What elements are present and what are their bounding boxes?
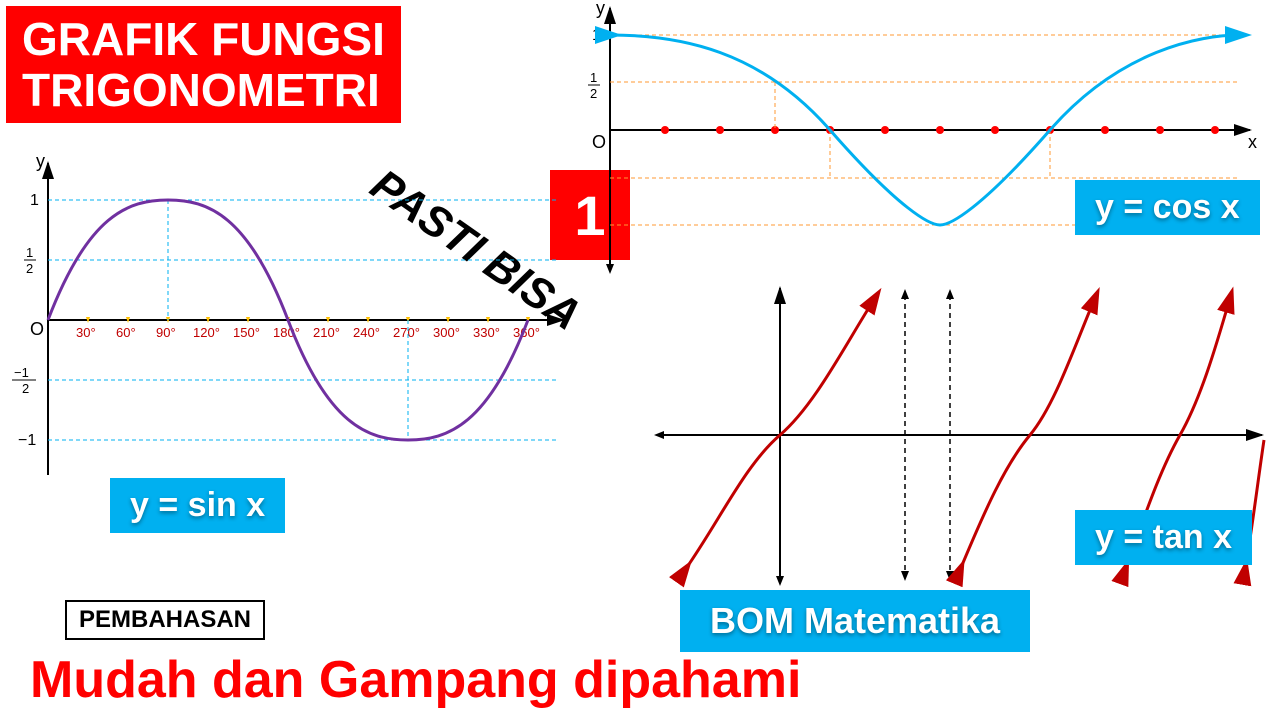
svg-text:330°: 330° — [473, 325, 500, 340]
main-title: GRAFIK FUNGSI TRIGONOMETRI — [6, 6, 401, 123]
svg-text:−1: −1 — [18, 432, 36, 449]
svg-text:2: 2 — [22, 381, 29, 396]
cos-origin: O — [592, 132, 606, 152]
sin-chart: y O 1 12 −12 −1 30° 60° 90° 120° 150° 18… — [8, 155, 568, 485]
cos-y-axis-label: y — [596, 0, 605, 18]
pembahasan-box: PEMBAHASAN — [65, 600, 265, 640]
svg-text:2: 2 — [26, 261, 33, 276]
svg-text:240°: 240° — [353, 325, 380, 340]
title-line2: TRIGONOMETRI — [22, 65, 385, 116]
cos-x-axis-label: x — [1248, 132, 1257, 152]
svg-text:1: 1 — [30, 192, 39, 209]
svg-text:2: 2 — [590, 86, 597, 101]
svg-text:−1: −1 — [14, 365, 29, 380]
sin-origin: O — [30, 319, 44, 339]
svg-text:1: 1 — [592, 27, 601, 44]
sin-y-axis-label: y — [36, 155, 45, 171]
tan-label: y = tan x — [1075, 510, 1252, 565]
svg-text:270°: 270° — [393, 325, 420, 340]
bottom-slogan: Mudah dan Gampang dipahami — [30, 650, 801, 710]
svg-text:1: 1 — [26, 245, 33, 260]
svg-text:120°: 120° — [193, 325, 220, 340]
svg-text:150°: 150° — [233, 325, 260, 340]
svg-text:210°: 210° — [313, 325, 340, 340]
cos-label: y = cos x — [1075, 180, 1260, 235]
sin-label: y = sin x — [110, 478, 285, 533]
title-line1: GRAFIK FUNGSI — [22, 14, 385, 65]
brand-box: BOM Matematika — [680, 590, 1030, 652]
svg-text:300°: 300° — [433, 325, 460, 340]
svg-text:60°: 60° — [116, 325, 136, 340]
svg-text:30°: 30° — [76, 325, 96, 340]
cos-chart: y x O 1 12 — [580, 0, 1260, 280]
svg-text:1: 1 — [590, 70, 597, 85]
svg-text:90°: 90° — [156, 325, 176, 340]
